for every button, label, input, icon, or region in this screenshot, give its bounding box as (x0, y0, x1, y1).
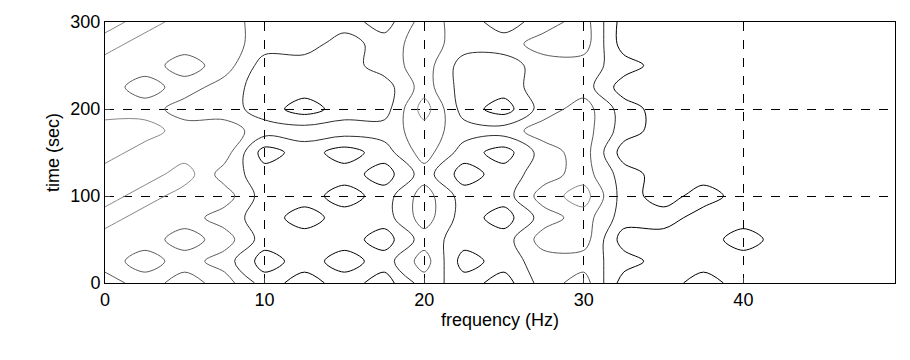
svg-text:100: 100 (70, 186, 100, 206)
svg-text:0: 0 (90, 273, 100, 293)
svg-text:20: 20 (414, 290, 434, 310)
svg-text:40: 40 (733, 290, 753, 310)
svg-text:0: 0 (100, 290, 110, 310)
svg-text:10: 10 (255, 290, 275, 310)
svg-text:300: 300 (70, 12, 100, 32)
svg-text:30: 30 (574, 290, 594, 310)
svg-text:200: 200 (70, 99, 100, 119)
svg-text:frequency (Hz): frequency (Hz) (441, 310, 559, 330)
svg-text:time (sec): time (sec) (43, 113, 63, 192)
